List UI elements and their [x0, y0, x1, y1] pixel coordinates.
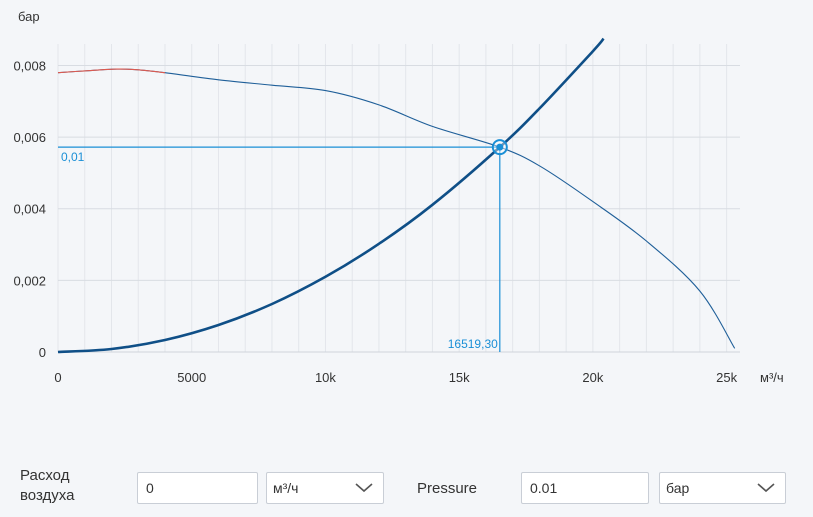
pressure-unit-select[interactable]: бар: [659, 472, 786, 504]
airflow-unit-select[interactable]: м³/ч: [266, 472, 384, 504]
chevron-down-icon: [757, 483, 775, 493]
control-panel: Расход воздуха м³/ч Pressure бар: [0, 462, 813, 517]
x-tick-label: 20k: [582, 370, 603, 385]
chevron-down-icon: [355, 483, 373, 493]
y-axis-ticks: 0 0,002 0,004 0,006 0,008: [13, 58, 46, 360]
airflow-unit-value: м³/ч: [273, 480, 299, 496]
operating-point-marker-dot: [496, 143, 504, 151]
x-tick-label: 0: [54, 370, 61, 385]
x-tick-label: 5000: [177, 370, 206, 385]
fan-curve-unstable-segment: [57, 68, 166, 74]
operating-point-y-label: 0,01: [61, 150, 85, 164]
x-tick-label: 10k: [315, 370, 336, 385]
x-axis-ticks: 0 5000 10k 15k 20k 25k: [54, 370, 737, 385]
system-curve-line: [57, 37, 605, 354]
operating-point-group: 0,01 16519,30: [58, 139, 508, 352]
pressure-input[interactable]: [521, 472, 649, 504]
airflow-label: Расход воздуха: [20, 467, 75, 504]
y-axis-unit: бар: [18, 9, 40, 24]
y-tick-label: 0,002: [13, 273, 46, 288]
chart-grid: [57, 44, 740, 353]
x-tick-label: 15k: [449, 370, 470, 385]
pressure-label: Pressure: [417, 480, 478, 497]
chart-series: [57, 37, 736, 354]
y-tick-label: 0,004: [13, 202, 46, 217]
operating-point-x-label: 16519,30: [448, 337, 498, 351]
y-tick-label: 0,006: [13, 130, 46, 145]
x-axis-unit: м³/ч: [760, 370, 784, 385]
performance-chart: 0 5000 10k 15k 20k 25k 00,0020,0040,0060,008 …: [13, 9, 784, 385]
airflow-input[interactable]: [137, 472, 258, 504]
x-tick-label: 25k: [716, 370, 737, 385]
y-tick-label: 0,008: [13, 58, 46, 73]
y-tick-label: 0: [39, 345, 46, 360]
pressure-unit-value: бар: [666, 480, 690, 496]
